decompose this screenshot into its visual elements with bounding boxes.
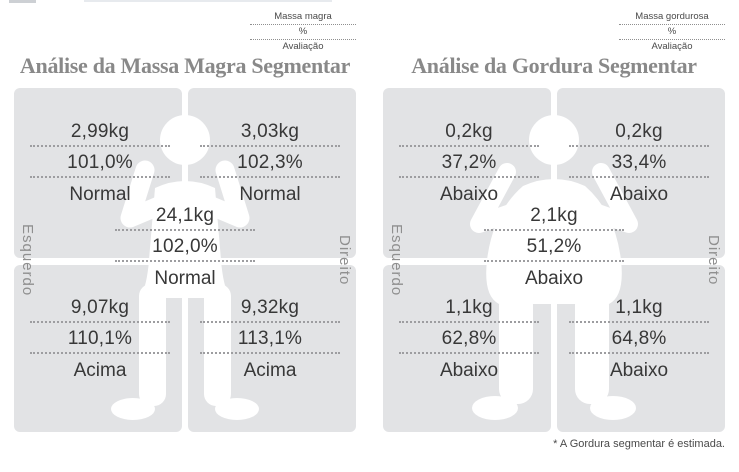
legend-row-percent: % [250, 26, 356, 40]
right-foot-shape [590, 396, 636, 420]
segment-left-leg: 9,07kg 110,1% Acima [30, 294, 170, 384]
right-leg-shape [204, 284, 231, 406]
segment-right-leg: 1,1kg 64,8% Abaixo [569, 294, 709, 384]
left-foot-shape [472, 396, 518, 420]
legend-fat-mass: Massa gordurosa % Avaliação [619, 11, 725, 53]
mass-value: 3,03kg [200, 118, 340, 147]
percent-value: 102,0% [115, 233, 255, 262]
trunk-shape [140, 181, 230, 298]
rating-value: Normal [69, 184, 131, 205]
rating-value: Normal [239, 184, 301, 205]
legend-row-rating: Avaliação [282, 41, 324, 52]
side-label-left: Esquerdo [388, 223, 405, 297]
segment-left-arm: 0,2kg 37,2% Abaixo [399, 118, 539, 208]
left-arm-shape [120, 160, 171, 228]
percent-value: 64,8% [569, 325, 709, 354]
mass-value: 9,32kg [200, 294, 340, 323]
right-arm-shape [199, 160, 250, 228]
mass-value: 2,1kg [484, 202, 624, 231]
segment-right-leg: 9,32kg 113,1% Acima [200, 294, 340, 384]
percent-value: 33,4% [569, 149, 709, 178]
footnote: * A Gordura segmentar é estimada. [553, 438, 725, 450]
percent-value: 102,3% [200, 149, 340, 178]
rating-value: Abaixo [609, 184, 669, 205]
mass-value: 1,1kg [399, 294, 539, 323]
segment-left-leg: 1,1kg 62,8% Abaixo [399, 294, 539, 384]
left-leg-shape [499, 290, 533, 404]
right-foot-shape [215, 398, 259, 420]
rating-value: Abaixo [439, 360, 499, 381]
trunk-shape [486, 179, 622, 304]
rating-value: Acima [243, 360, 297, 381]
legend-lean-mass: Massa magra % Avaliação [250, 11, 356, 53]
percent-value: 110,1% [30, 325, 170, 354]
side-label-right: Direito [336, 234, 353, 286]
panel-title-fat: Análise da Gordura Segmentar [411, 53, 697, 78]
mass-value: 9,07kg [30, 294, 170, 323]
scan-artifact [9, 0, 36, 3]
left-leg-shape [139, 284, 166, 406]
mass-value: 0,2kg [399, 118, 539, 147]
right-leg-shape [575, 290, 609, 404]
rating-value: Acima [73, 360, 127, 381]
percent-value: 51,2% [484, 233, 624, 262]
scan-artifact [84, 0, 332, 2]
legend-row-mass: Massa gordurosa [619, 11, 725, 25]
body-silhouette-fat [470, 115, 638, 420]
percent-value: 62,8% [399, 325, 539, 354]
segment-trunk: 2,1kg 51,2% Abaixo [484, 202, 624, 292]
head-shape [160, 115, 210, 165]
segment-left-arm: 2,99kg 101,0% Normal [30, 118, 170, 208]
legend-row-rating: Avaliação [651, 41, 693, 52]
panel-lean-mass: 2,99kg 101,0% Normal 3,03kg 102,3% Norma… [14, 88, 356, 432]
segment-right-arm: 3,03kg 102,3% Normal [200, 118, 340, 208]
side-label-left: Esquerdo [19, 223, 36, 297]
mass-value: 2,99kg [30, 118, 170, 147]
legend-row-percent: % [619, 26, 725, 40]
percent-value: 37,2% [399, 149, 539, 178]
segment-right-arm: 0,2kg 33,4% Abaixo [569, 118, 709, 208]
percent-value: 113,1% [200, 325, 340, 354]
rating-value: Normal [154, 268, 216, 289]
rating-value: Abaixo [609, 360, 669, 381]
mass-value: 1,1kg [569, 294, 709, 323]
panel-fat-mass: 0,2kg 37,2% Abaixo 0,2kg 33,4% Abaixo 2,… [383, 88, 725, 432]
mass-value: 24,1kg [115, 202, 255, 231]
legend-row-mass: Massa magra [250, 11, 356, 25]
head-shape [529, 115, 579, 165]
percent-value: 101,0% [30, 149, 170, 178]
rating-value: Abaixo [524, 268, 584, 289]
body-silhouette-lean [111, 115, 259, 420]
panel-title-lean: Análise da Massa Magra Segmentar [19, 53, 351, 78]
rating-value: Abaixo [439, 184, 499, 205]
side-label-right: Direito [705, 234, 722, 286]
left-foot-shape [111, 398, 155, 420]
segment-trunk: 24,1kg 102,0% Normal [115, 202, 255, 292]
mass-value: 0,2kg [569, 118, 709, 147]
